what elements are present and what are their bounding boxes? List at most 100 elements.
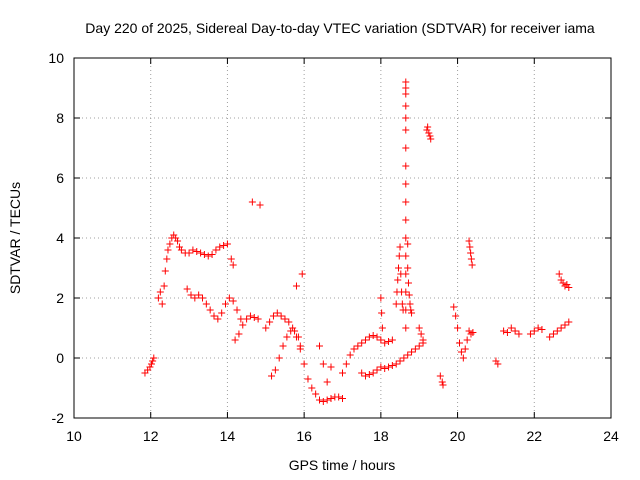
data-point (377, 294, 385, 302)
data-point (549, 330, 557, 338)
data-point (553, 327, 561, 335)
data-point (285, 318, 293, 326)
y-tick-label: 6 (56, 170, 64, 186)
data-point (377, 363, 385, 371)
data-point (454, 324, 462, 332)
data-point (277, 312, 285, 320)
data-point (304, 375, 312, 383)
data-point (402, 90, 410, 98)
data-point (346, 351, 354, 359)
data-point (402, 144, 410, 152)
data-point (559, 279, 567, 287)
data-point (402, 162, 410, 170)
data-point (170, 231, 178, 239)
data-point (315, 396, 323, 404)
data-point (161, 267, 169, 275)
data-point (378, 324, 386, 332)
data-point (289, 324, 297, 332)
data-point (202, 300, 210, 308)
data-point (269, 312, 277, 320)
data-point (147, 360, 155, 368)
data-point (557, 276, 565, 284)
data-point (296, 345, 304, 353)
data-point (262, 324, 270, 332)
data-point (283, 333, 291, 341)
data-point (158, 300, 166, 308)
data-point (557, 324, 565, 332)
y-tick-label: -2 (52, 410, 65, 426)
data-point (468, 261, 476, 269)
y-tick-label: 2 (56, 290, 64, 306)
data-point (350, 345, 358, 353)
data-point (563, 281, 571, 288)
data-point (220, 242, 228, 249)
data-point (565, 284, 573, 291)
data-point (243, 315, 251, 323)
data-point (146, 363, 154, 371)
data-point (183, 285, 191, 293)
x-tick-label: 14 (220, 428, 236, 444)
plot-frame (73, 57, 612, 419)
data-point (172, 234, 180, 242)
data-point (500, 327, 508, 335)
x-tick-label: 22 (526, 428, 542, 444)
data-point (222, 300, 230, 308)
y-tick-label: 4 (56, 230, 64, 246)
data-point (459, 354, 467, 362)
data-point (492, 357, 500, 365)
data-point (315, 342, 323, 350)
y-tick-label: 10 (48, 50, 64, 66)
data-point (402, 198, 410, 206)
data-point (503, 329, 511, 336)
data-point (561, 321, 569, 329)
data-point (373, 333, 381, 341)
data-point (354, 342, 362, 350)
data-point (231, 336, 239, 344)
data-point (381, 339, 389, 347)
data-point (402, 180, 410, 188)
data-point (402, 114, 410, 122)
data-point (214, 315, 222, 323)
data-point (406, 300, 414, 308)
data-point (385, 338, 393, 345)
data-point (415, 342, 423, 350)
data-point (233, 306, 241, 314)
data-point (292, 282, 300, 290)
data-point (392, 300, 400, 308)
data-point (294, 333, 302, 341)
data-point (323, 396, 331, 404)
data-point (385, 363, 393, 371)
data-point (419, 336, 427, 344)
data-point (494, 360, 502, 368)
x-tick-label: 10 (66, 428, 82, 444)
data-point (450, 303, 458, 311)
data-point (538, 326, 546, 333)
data-point (404, 240, 412, 248)
data-point (327, 363, 335, 371)
data-point (404, 279, 412, 287)
chart-title: Day 220 of 2025, Sidereal Day-to-day VTE… (85, 20, 595, 36)
data-point (149, 357, 157, 365)
data-point (312, 390, 320, 398)
data-point (381, 365, 389, 372)
data-point (452, 312, 460, 320)
data-point (407, 306, 415, 314)
data-point (319, 360, 327, 368)
data-point (174, 237, 182, 245)
x-tick-label: 12 (143, 428, 159, 444)
data-point (436, 372, 444, 380)
data-point (216, 243, 224, 251)
data-point (467, 330, 475, 338)
y-tick-label: 0 (56, 350, 64, 366)
data-point (408, 348, 416, 356)
data-point (395, 264, 403, 272)
data-point (423, 126, 431, 134)
data-point (465, 237, 473, 245)
y-tick-label: 8 (56, 110, 64, 126)
data-point (394, 276, 402, 284)
data-point (395, 252, 403, 260)
data-point (404, 264, 412, 272)
data-point (156, 288, 164, 296)
data-point (187, 291, 195, 299)
data-point (154, 294, 162, 302)
